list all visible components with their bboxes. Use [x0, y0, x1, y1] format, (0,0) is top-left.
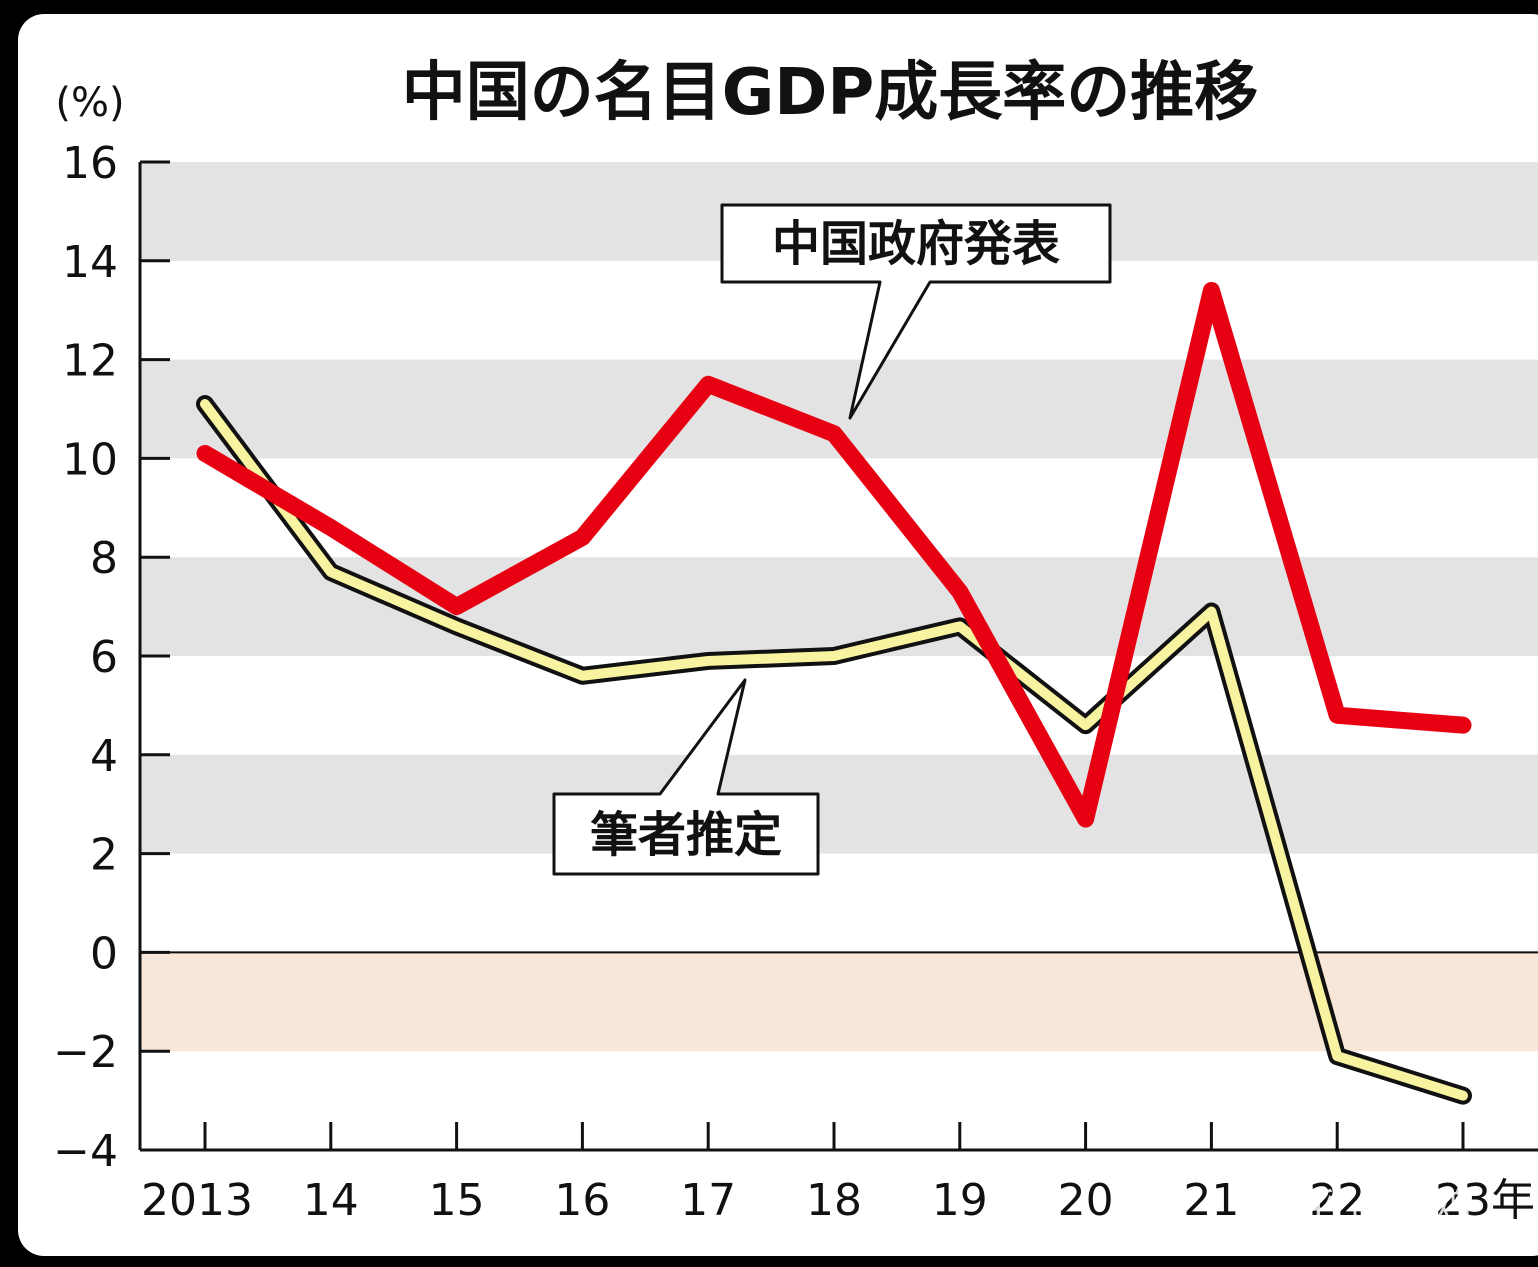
x-tick-label-4: 17	[680, 1175, 736, 1226]
y-tick-label-10: 10	[62, 434, 118, 485]
y-axis-unit-label: (%)	[55, 80, 124, 126]
callout-estimate: 筆者推定	[552, 678, 820, 876]
y-tick-label--4: −4	[53, 1126, 118, 1177]
callout-government-label: 中国政府発表	[772, 216, 1060, 272]
series-line-estimate	[200, 399, 1468, 1101]
x-tick-label-6: 19	[932, 1175, 988, 1226]
watermark: 知乎 @白鸥	[1258, 1186, 1471, 1232]
series-lines	[196, 281, 1472, 1105]
band-2-to-4	[140, 754, 1538, 854]
y-tick-label--2: −2	[53, 1027, 118, 1078]
series-line-government	[196, 281, 1472, 828]
x-tick-label-2: 15	[429, 1175, 485, 1226]
axes	[138, 160, 1538, 1152]
y-tick-label-6: 6	[90, 632, 118, 683]
x-axis-tick-labels: 2013 14 15 16 17 18 19 20 21 22 23年	[141, 1175, 1535, 1226]
y-tick-label-16: 16	[62, 138, 118, 189]
callout-estimate-bubble	[552, 678, 820, 876]
x-tick-label-1: 14	[303, 1175, 359, 1226]
x-tick-label-9: 22	[1309, 1175, 1365, 1226]
y-axis-tick-labels: 16 14 12 10 8 6 4 2 0 −2 −4	[53, 138, 118, 1177]
background-bands	[140, 162, 1538, 1052]
x-tick-label-7: 20	[1058, 1175, 1114, 1226]
callout-government: 中国政府発表	[720, 203, 1112, 420]
callout-government-bubble	[720, 203, 1112, 420]
chart-title: 中国の名目GDP成長率の推移	[402, 56, 1259, 130]
x-tick-label-5: 18	[806, 1175, 862, 1226]
y-tick-label-14: 14	[62, 237, 118, 288]
y-tick-label-0: 0	[90, 928, 118, 979]
callout-estimate-label: 筆者推定	[590, 807, 782, 863]
y-tick-label-2: 2	[90, 830, 118, 881]
x-tick-label-0: 2013	[141, 1175, 253, 1226]
y-tick-label-4: 4	[90, 731, 118, 782]
x-tick-label-3: 16	[554, 1175, 610, 1226]
x-tick-label-10: 23年	[1435, 1175, 1535, 1226]
y-tick-label-8: 8	[90, 533, 118, 584]
y-tick-label-12: 12	[62, 336, 118, 387]
x-tick-label-8: 21	[1183, 1175, 1239, 1226]
